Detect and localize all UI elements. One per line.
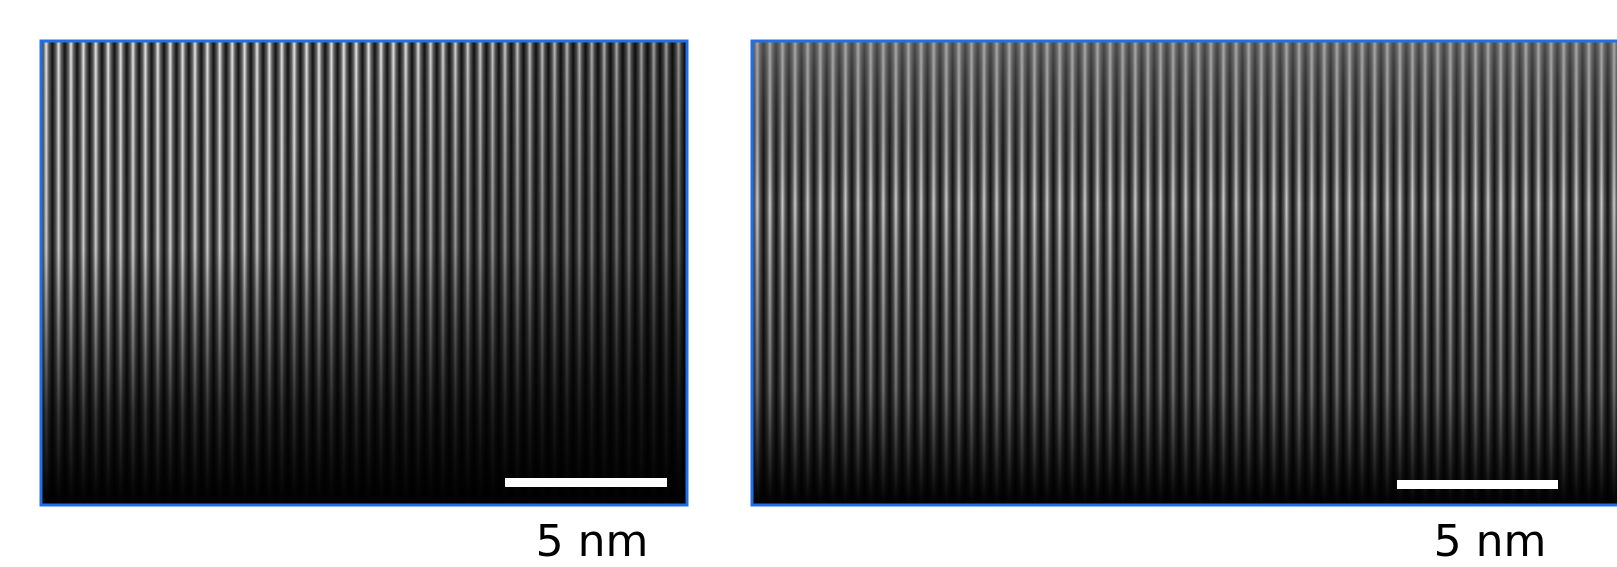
figure: 5 nm 5 nm — [0, 0, 1617, 567]
scale-label: 5 nm — [1434, 516, 1547, 567]
scale-bar — [1397, 480, 1558, 489]
image-shading — [41, 41, 687, 505]
image-shading — [752, 41, 1617, 505]
panel-right: 5 nm — [752, 41, 1617, 567]
page: 5 nm 5 nm (() => { const data = JSON.par… — [0, 0, 1617, 567]
scale-bar — [505, 478, 667, 487]
scale-label: 5 nm — [536, 516, 649, 567]
panel-left: 5 nm — [41, 41, 687, 567]
